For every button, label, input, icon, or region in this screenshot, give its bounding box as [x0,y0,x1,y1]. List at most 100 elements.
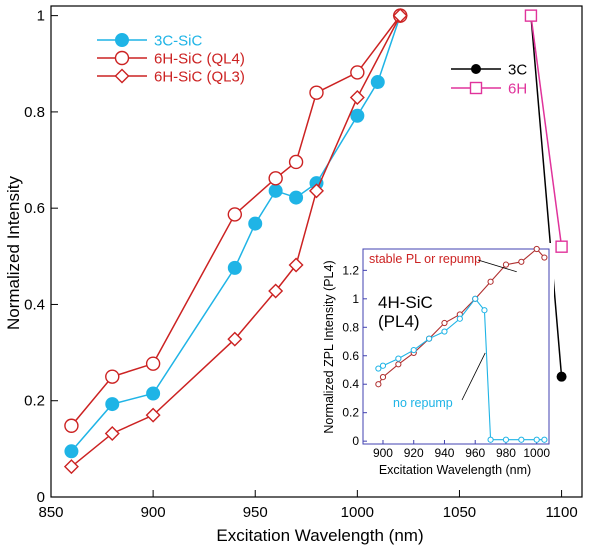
series-6h-sic-ql4-point [288,154,304,170]
legend-entry-label: 3C-SiC [154,33,203,50]
series-3c-sic-point [370,75,385,90]
inset-series-stable-pl-point [518,258,525,265]
inset-x-tick-label: 980 [496,446,516,460]
main-series-group [63,8,568,475]
series-3c-sic [64,8,408,459]
inset-series-stable-pl-point [379,374,387,381]
series-6h-sic-ql3-point [288,257,304,273]
inset-x-tick-label: 920 [404,446,424,460]
inset-series-stable-pl-point [502,261,510,268]
series-6h-sic-ql3-point [392,8,408,24]
series-3c-line [530,15,563,377]
legend-entry-label: 3C [508,62,527,79]
inset-series-no-repump-point [481,307,488,314]
series-3c-sic-point [350,108,365,123]
main-y-axis-label: Normalized Intensity [4,176,23,331]
series-6h-sic-ql4 [64,8,408,433]
main-x-tick-label: 1000 [341,504,374,521]
inset-x-tick-label: 1000 [523,446,550,460]
inset-series-no-repump-point [502,436,510,443]
legend-entry-label: 6H-SiC (QL4) [154,51,245,68]
annotation-no-repump-pointer [461,352,486,401]
inset-y-tick-label: 1 [352,292,359,306]
legend-swatch-marker [114,50,130,66]
inset-series-no-repump-point [395,355,402,362]
legend-entry-label: 6H [508,81,527,98]
series-6h-sic-ql4-point [105,369,120,384]
annotation-stable-pl-pointer [477,259,517,273]
main-y-tick-label: 0.4 [24,296,45,313]
series-6h-sic-ql4-point [350,65,365,80]
inset-series-no-repump-point [487,436,494,443]
inset-series-group [375,245,548,443]
inset-y-axis-label: Normalized ZPL Intensity (PL4) [322,260,336,433]
series-6h-sic-ql3-point [349,89,365,105]
inset-axis-ticks: 900 920 940 960 980 1000 0 0.2 0.4 0.6 0.8 1 1.2 [342,263,550,460]
series-6h-sic-ql3-point [227,331,243,347]
series-3c-sic-point [64,444,79,459]
inset-series-no-repump-point [456,315,463,322]
annotation-stable-pl: stable PL or repump [369,252,481,266]
series-6h-sic-ql3-point [309,183,324,199]
inset-series-stable-pl-point [395,361,402,368]
series-6h-sic-ql4-point [268,171,283,186]
inset-series-no-repump-point [375,365,382,372]
main-x-tick-label: 1100 [545,504,577,521]
series-6h-sic-ql4-point [227,207,243,222]
inset-annotations: stable PL or repump no repump [369,252,517,410]
series-6h-sic-ql3-point [104,425,120,441]
inset-series-no-repump [375,295,548,443]
inset-series-stable-pl-point [533,245,540,253]
series-6h-point [555,240,568,253]
inset-x-tick-label: 960 [465,446,485,460]
inset-title: 4H-SiC (PL4) [378,293,433,331]
main-y-tick-label: 1 [37,8,45,25]
inset-series-no-repump-point [533,436,540,443]
inset-y-tick-label: 0.2 [342,406,359,420]
series-6h-sic-ql3 [63,8,408,475]
series-3c-sic-point [248,216,263,231]
inset-y-tick-label: 0 [352,434,359,448]
inset-series-no-repump-point [541,436,548,443]
legend-swatch-marker [471,64,481,74]
main-y-tick-label: 0 [37,489,45,506]
annotation-no-repump: no repump [393,396,453,410]
inset-title-line: (PL4) [378,312,420,331]
series-6h-sic-ql4-point [145,356,161,371]
main-y-tick-label: 0.6 [24,200,45,217]
inset-series-no-repump-point [410,346,417,354]
legend-swatch-marker [469,81,483,95]
series-6h-line [530,15,563,247]
series-6h-sic-ql3-point [63,459,79,475]
series-3c-sic-point [105,397,120,412]
inset-x-tick-label: 940 [434,446,454,460]
inset-series-no-repump-point [379,362,387,369]
series-6h-sic-ql3-point [145,407,161,423]
inset-series-no-repump-point [472,295,479,302]
inset-x-tick-label: 900 [373,446,393,460]
series-3c-sic-point [268,183,283,198]
main-y-tick-label: 0.2 [24,393,45,410]
inset-series-stable-pl-point [487,278,494,285]
series-6h [524,9,568,253]
main-x-tick-label: 900 [141,504,166,521]
inset-y-tick-label: 0.4 [342,377,359,391]
inset-series-no-repump-point [518,436,525,443]
inset-series-stable-pl-point [375,381,382,388]
legend-entry-label: 6H-SiC (QL3) [154,69,245,86]
inset-y-tick-label: 0.6 [342,349,359,363]
inset-y-tick-label: 1.2 [342,263,359,277]
inset-title-line: 4H-SiC [378,293,433,312]
series-6h-sic-ql4-point [309,85,324,100]
series-6h-point [524,9,538,22]
inset-series-no-repump-point [441,328,448,335]
series-6h-sic-ql3-point [268,283,284,299]
main-y-tick-label: 0.8 [24,104,45,121]
legend-swatch-marker [114,68,130,84]
inset-x-axis-label: Excitation Wavelength (nm) [379,463,531,477]
series-3c-sic-point [146,386,161,401]
legend-swatch-marker [115,33,129,47]
